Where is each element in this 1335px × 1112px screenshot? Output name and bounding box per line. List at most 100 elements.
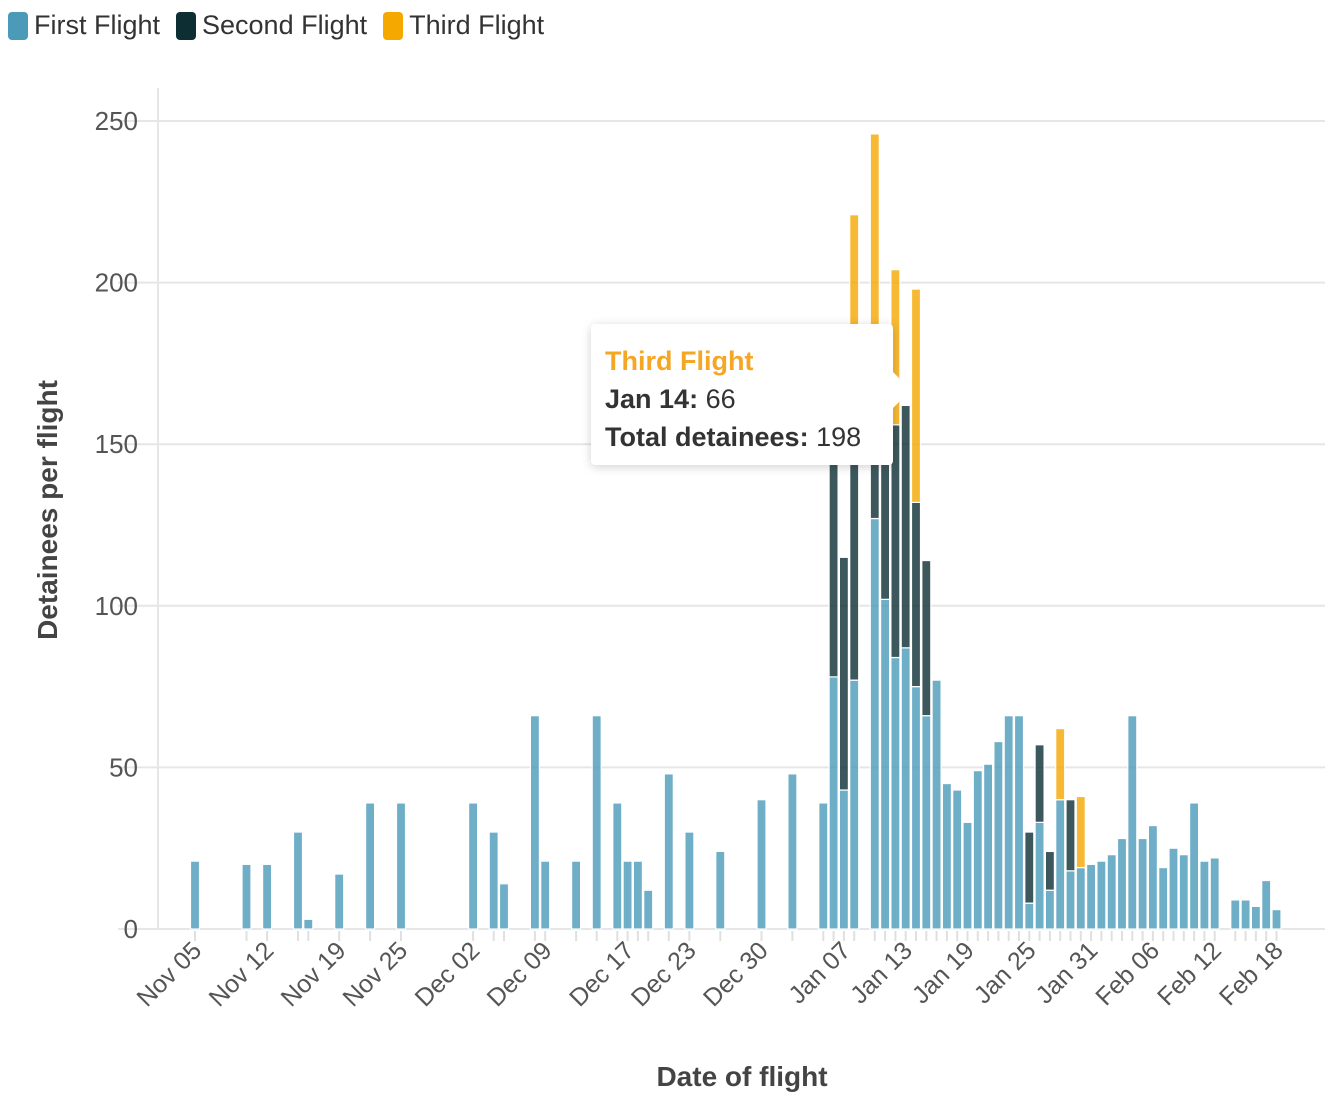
bar-first-flight[interactable] (900, 647, 911, 930)
bar-first-flight[interactable] (303, 918, 314, 930)
bar-first-flight[interactable] (1116, 837, 1128, 930)
bar-first-flight[interactable] (818, 802, 829, 930)
bar-first-flight[interactable] (1106, 854, 1117, 930)
legend-item-first-flight[interactable]: First Flight (8, 10, 160, 41)
bar-first-flight[interactable] (570, 860, 582, 930)
bar-first-flight[interactable] (663, 773, 674, 930)
bar-second-flight[interactable] (921, 559, 932, 717)
legend-label: Third Flight (409, 10, 545, 40)
bar-second-flight[interactable] (900, 404, 911, 649)
bar-first-flight[interactable] (1178, 854, 1189, 930)
bar-first-flight[interactable] (879, 598, 891, 930)
x-tick-label: Feb 06 (1090, 936, 1165, 1011)
bar-first-flight[interactable] (591, 715, 602, 930)
legend-item-third-flight[interactable]: Third Flight (383, 10, 544, 41)
legend-swatch-first (8, 11, 28, 40)
bar-third-flight[interactable] (1075, 795, 1086, 869)
bar-first-flight[interactable] (849, 679, 860, 930)
bar-first-flight[interactable] (982, 763, 994, 930)
bar-first-flight[interactable] (890, 656, 901, 930)
bar-first-flight[interactable] (1096, 860, 1107, 930)
bar-first-flight[interactable] (684, 831, 695, 930)
tooltip-value-row: Jan 14: 66 (605, 384, 736, 414)
bar-first-flight[interactable] (756, 799, 767, 930)
bar-first-flight[interactable] (540, 860, 551, 930)
x-tick-label: Dec 02 (410, 936, 486, 1012)
legend-label: First Flight (34, 10, 161, 40)
bar-first-flight[interactable] (972, 770, 983, 930)
bar-first-flight[interactable] (1003, 715, 1014, 930)
bar-first-flight[interactable] (292, 831, 304, 930)
bar-first-flight[interactable] (632, 860, 644, 930)
bar-first-flight[interactable] (189, 860, 201, 930)
bar-first-flight[interactable] (395, 802, 407, 930)
bar-first-flight[interactable] (241, 863, 252, 930)
bar-first-flight[interactable] (787, 773, 798, 930)
x-tick-label: Feb 18 (1214, 936, 1289, 1011)
bar-first-flight[interactable] (498, 883, 510, 930)
legend-item-second-flight[interactable]: Second Flight (176, 10, 367, 41)
bar-first-flight[interactable] (910, 685, 922, 930)
legend: First Flight Second Flight Third Flight (8, 10, 544, 41)
bar-first-flight[interactable] (612, 802, 623, 930)
bar-second-flight[interactable] (828, 443, 839, 678)
bar-first-flight[interactable] (334, 873, 345, 930)
bar-first-flight[interactable] (1230, 899, 1241, 930)
bar-first-flight[interactable] (828, 676, 839, 930)
bar-first-flight[interactable] (1261, 879, 1272, 930)
bar-first-flight[interactable] (1188, 802, 1200, 930)
bar-first-flight[interactable] (869, 517, 880, 930)
bar-first-flight[interactable] (365, 802, 376, 930)
bar-second-flight[interactable] (1034, 744, 1045, 823)
bar-first-flight[interactable] (993, 740, 1004, 930)
bar-second-flight[interactable] (1024, 831, 1035, 904)
bar-first-flight[interactable] (1271, 909, 1282, 930)
bar-first-flight[interactable] (1240, 899, 1251, 930)
bar-third-flight[interactable] (910, 288, 922, 503)
bar-first-flight[interactable] (962, 821, 973, 930)
bar-first-flight[interactable] (468, 802, 479, 930)
legend-swatch-second (176, 11, 197, 40)
tooltip-total-row: Total detainees: 198 (605, 422, 862, 452)
bar-first-flight[interactable] (1158, 866, 1169, 930)
bar-first-flight[interactable] (1024, 902, 1035, 930)
bar-third-flight[interactable] (1055, 728, 1066, 801)
bar-first-flight[interactable] (1147, 824, 1159, 930)
bar-first-flight[interactable] (1065, 870, 1076, 930)
bar-first-flight[interactable] (1075, 866, 1086, 930)
bar-first-flight[interactable] (1085, 863, 1097, 930)
bar-first-flight[interactable] (529, 715, 541, 930)
bar-first-flight[interactable] (1209, 857, 1220, 930)
bar-first-flight[interactable] (715, 850, 726, 930)
bar-first-flight[interactable] (1199, 860, 1210, 930)
bar-first-flight[interactable] (921, 715, 932, 930)
bar-second-flight[interactable] (910, 501, 922, 688)
bar-first-flight[interactable] (1250, 905, 1262, 930)
tooltip-value: 66 (705, 384, 736, 414)
x-tick-label: Nov 12 (204, 936, 280, 1012)
x-tick-label: Feb 12 (1152, 936, 1227, 1011)
bar-first-flight[interactable] (1013, 715, 1025, 930)
y-tick-label: 150 (95, 429, 138, 459)
bar-first-flight[interactable] (488, 831, 499, 930)
bar-first-flight[interactable] (1127, 715, 1138, 930)
bar-first-flight[interactable] (1168, 847, 1179, 930)
bar-first-flight[interactable] (262, 863, 273, 930)
bar-first-flight[interactable] (931, 679, 942, 930)
bar-first-flight[interactable] (941, 782, 953, 930)
x-tick-label: Jan 25 (969, 936, 1042, 1009)
x-tick-label: Jan 31 (1030, 936, 1103, 1009)
bar-first-flight[interactable] (1055, 799, 1066, 930)
bar-second-flight[interactable] (838, 556, 850, 791)
bar-first-flight[interactable] (1044, 889, 1056, 930)
bar-first-flight[interactable] (1034, 821, 1045, 930)
bar-first-flight[interactable] (643, 889, 654, 930)
bar-second-flight[interactable] (1065, 799, 1076, 872)
y-tick-label: 100 (95, 591, 138, 621)
bar-first-flight[interactable] (1137, 837, 1148, 930)
bar-first-flight[interactable] (838, 789, 850, 930)
bar-first-flight[interactable] (622, 860, 633, 930)
bar-second-flight[interactable] (1044, 850, 1056, 891)
bar-first-flight[interactable] (952, 789, 963, 930)
